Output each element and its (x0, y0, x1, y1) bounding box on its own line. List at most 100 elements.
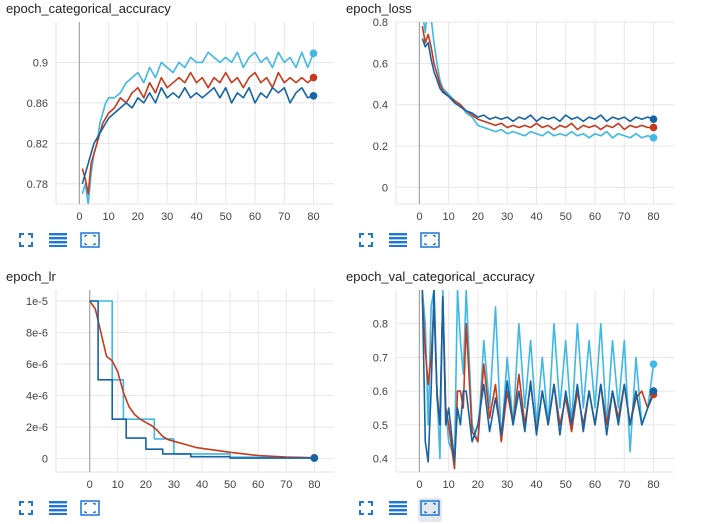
x-tick-label: 0 (76, 211, 82, 223)
x-tick-label: 40 (196, 479, 208, 491)
x-tick-label: 50 (560, 211, 572, 223)
y-tick-label: 0.9 (33, 57, 48, 69)
x-tick-label: 10 (103, 211, 115, 223)
chart-plot-acc[interactable]: 0 10 20 30 40 50 60 70 80 0.78 0.82 0.86 0.9 (6, 18, 336, 230)
fullscreen-button[interactable] (14, 230, 38, 254)
x-tick-label: 30 (501, 211, 513, 223)
y-tick-label: 6e-6 (26, 359, 48, 371)
x-tick-label: 0 (87, 479, 93, 491)
fullscreen-button[interactable] (354, 498, 378, 522)
chart-card-acc: epoch_categorical_accuracy 0 10 20 30 40 50 60… (6, 0, 346, 255)
x-tick-label: 40 (530, 479, 542, 491)
chart-card-loss: epoch_loss 0 10 20 30 40 50 60 70 80 0 0.2 0.4 0.6 0.… (346, 0, 686, 255)
chart-title: epoch_loss (346, 1, 412, 16)
fullscreen-icon (359, 232, 373, 252)
y-tick-label: 0.7 (373, 352, 388, 364)
fullscreen-button[interactable] (354, 230, 378, 254)
fit-domain-button[interactable] (78, 230, 102, 254)
legend-list-icon (389, 232, 407, 252)
legend-list-button[interactable] (386, 230, 410, 254)
x-tick-label: 50 (560, 479, 572, 491)
chart-title: epoch_val_categorical_accuracy (346, 269, 535, 284)
chart-toolbar (14, 498, 102, 522)
chart-plot-lr[interactable]: 0 10 20 30 40 50 60 70 80 0 2e-6 4e-6 6e-6 8e-6 1e-5 (6, 286, 336, 498)
x-tick-label: 30 (161, 211, 173, 223)
fullscreen-icon (359, 500, 373, 520)
x-tick-label: 60 (589, 479, 601, 491)
series-end-point-2[interactable] (310, 454, 319, 462)
series-line-0[interactable] (422, 18, 654, 139)
x-tick-label: 70 (618, 479, 630, 491)
series-end-point-1[interactable] (309, 73, 318, 82)
y-tick-label: 0.8 (373, 319, 388, 331)
series-line-1[interactable] (89, 300, 315, 459)
fit-domain-icon (80, 499, 100, 521)
series-line-1[interactable] (421, 25, 654, 131)
series-end-point-2[interactable] (309, 92, 318, 100)
series-end-point-0[interactable] (649, 360, 658, 368)
legend-list-button[interactable] (46, 230, 70, 254)
fit-domain-button[interactable] (418, 498, 442, 522)
legend-list-icon (49, 500, 67, 520)
series-line-2[interactable] (421, 38, 654, 123)
y-tick-label: 0 (382, 182, 388, 194)
series-end-point-1[interactable] (649, 123, 658, 132)
fit-domain-button[interactable] (418, 230, 442, 254)
fullscreen-icon (19, 500, 33, 520)
chart-card-lr: epoch_lr 0 10 20 30 40 50 60 70 80 0 2e-6 4e-6 6e-6 8… (6, 268, 346, 523)
series-end-point-0[interactable] (649, 134, 658, 142)
series-line-0[interactable] (89, 300, 315, 459)
legend-list-button[interactable] (46, 498, 70, 522)
x-tick-label: 40 (530, 211, 542, 223)
x-tick-label: 80 (647, 479, 659, 491)
fit-domain-icon (80, 231, 100, 253)
series-line-1[interactable] (81, 71, 315, 195)
chart-card-valacc: epoch_val_categorical_accuracy 0 10 20 30 40… (346, 268, 686, 523)
x-tick-label: 10 (443, 211, 455, 223)
y-tick-label: 0.82 (27, 138, 48, 150)
y-tick-label: 0.4 (373, 454, 388, 466)
x-tick-label: 80 (307, 211, 319, 223)
y-tick-label: 0.5 (373, 420, 388, 432)
fullscreen-icon (19, 232, 33, 252)
chart-toolbar (14, 230, 102, 254)
y-tick-label: 0.6 (373, 58, 388, 70)
chart-toolbar (354, 230, 442, 254)
series-line-2[interactable] (421, 290, 655, 463)
chart-title: epoch_lr (6, 269, 56, 284)
x-tick-label: 0 (416, 211, 422, 223)
series-line-2[interactable] (81, 86, 314, 185)
x-tick-label: 0 (416, 479, 422, 491)
series-end-point-2[interactable] (649, 115, 658, 124)
y-tick-label: 2e-6 (26, 422, 48, 434)
y-tick-label: 0 (42, 454, 48, 466)
x-tick-label: 20 (472, 211, 484, 223)
legend-list-icon (389, 500, 407, 520)
series-line-2[interactable] (89, 300, 315, 459)
series-line-0[interactable] (421, 290, 655, 460)
fit-domain-icon (420, 231, 440, 253)
y-tick-label: 4e-6 (26, 391, 48, 403)
fit-domain-button[interactable] (78, 498, 102, 522)
y-tick-label: 0.86 (27, 98, 48, 110)
chart-plot-loss[interactable]: 0 10 20 30 40 50 60 70 80 0 0.2 0.4 0.6 0.8 (346, 18, 676, 230)
y-tick-label: 0.4 (373, 100, 388, 112)
x-tick-label: 80 (308, 479, 320, 491)
fit-domain-icon (420, 499, 440, 521)
legend-list-button[interactable] (386, 498, 410, 522)
chart-plot-valacc[interactable]: 0 10 20 30 40 50 60 70 80 0.4 0.5 0.6 0.7 0.8 (346, 286, 676, 498)
fullscreen-button[interactable] (14, 498, 38, 522)
x-tick-label: 60 (589, 211, 601, 223)
x-tick-label: 50 (224, 479, 236, 491)
x-tick-label: 70 (618, 211, 630, 223)
x-tick-label: 20 (472, 479, 484, 491)
x-tick-label: 30 (168, 479, 180, 491)
x-tick-label: 60 (252, 479, 264, 491)
series-end-point-2[interactable] (649, 387, 658, 395)
legend-list-icon (49, 232, 67, 252)
y-tick-label: 1e-5 (26, 296, 48, 308)
x-tick-label: 20 (132, 211, 144, 223)
series-line-0[interactable] (81, 51, 315, 204)
series-end-point-0[interactable] (309, 49, 318, 58)
y-tick-label: 0.6 (373, 386, 388, 398)
